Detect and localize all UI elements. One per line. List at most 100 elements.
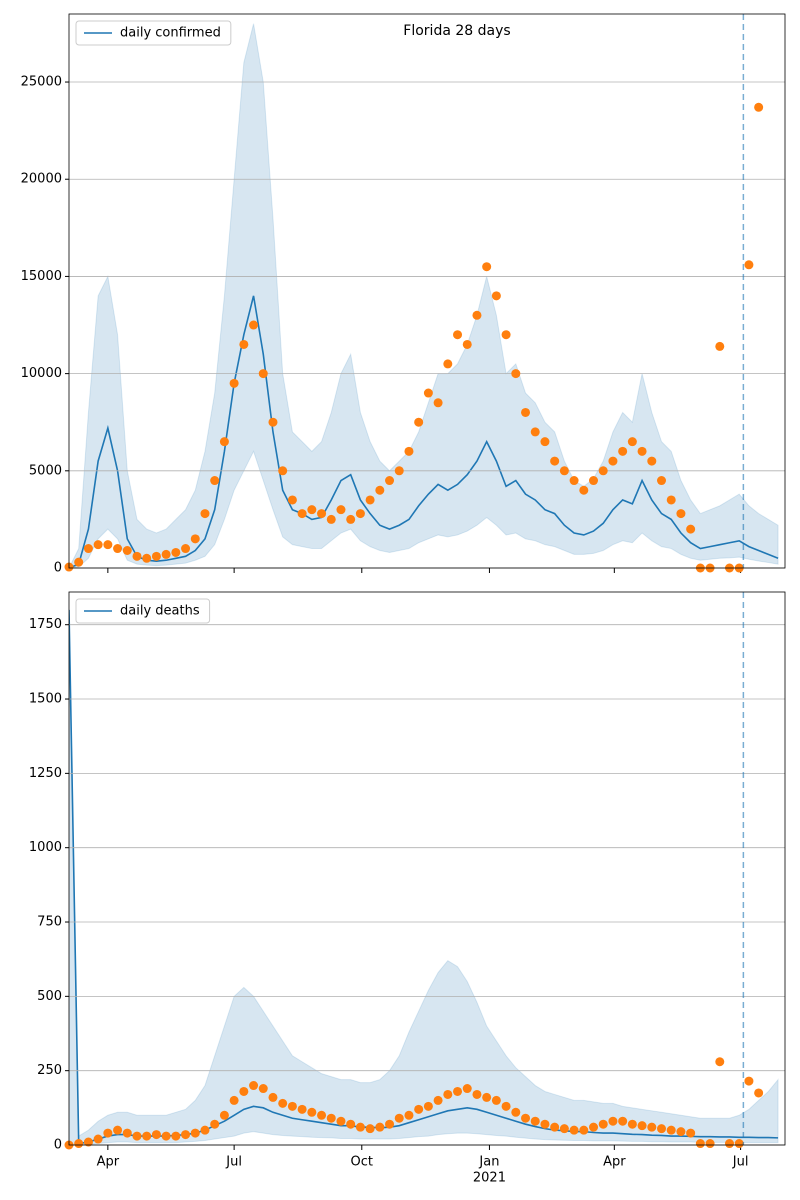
observed-dot <box>686 524 696 534</box>
observed-dot <box>171 1131 181 1141</box>
band <box>69 23 779 568</box>
observed-dot <box>229 1095 239 1105</box>
observed-dot <box>676 1127 686 1137</box>
observed-dot <box>443 359 453 369</box>
observed-dot <box>268 1092 278 1102</box>
observed-dot <box>122 546 132 556</box>
y-tick-label: 1000 <box>29 840 62 855</box>
legend-box <box>75 20 232 46</box>
observed-dot <box>83 544 93 554</box>
observed-dot <box>200 1125 210 1135</box>
observed-dot <box>511 369 521 379</box>
observed-dot <box>647 1122 657 1132</box>
observed-dot <box>74 1139 84 1149</box>
observed-dot <box>530 427 540 437</box>
observed-dot <box>307 1107 317 1117</box>
observed-dot <box>433 1095 443 1105</box>
y-tick-label: 250 <box>37 1063 62 1078</box>
observed-dot <box>647 456 657 466</box>
observed-dot <box>715 1057 725 1067</box>
observed-dot <box>385 1119 395 1129</box>
observed-dot <box>278 466 288 476</box>
observed-dot <box>724 1139 734 1149</box>
observed-dot <box>414 1104 424 1114</box>
observed-dot <box>132 551 142 561</box>
observed-dot <box>414 417 424 427</box>
observed-dot <box>239 1086 249 1096</box>
observed-dot <box>219 1110 229 1120</box>
observed-dot <box>219 437 229 447</box>
observed-dot <box>550 1122 560 1132</box>
observed-dot <box>511 1107 521 1117</box>
observed-dot <box>113 1125 123 1135</box>
x-tick-label: Oct <box>351 1155 373 1170</box>
observed-dot <box>151 551 161 561</box>
observed-dot <box>326 514 336 524</box>
y-tick-label: 15000 <box>21 269 62 284</box>
observed-dot <box>462 1084 472 1094</box>
observed-dot <box>423 1101 433 1111</box>
observed-dot <box>627 1119 637 1129</box>
observed-dot <box>666 495 676 505</box>
legend-label: daily deaths <box>120 604 200 619</box>
observed-dot <box>657 476 667 486</box>
observed-dot <box>142 1131 152 1141</box>
observed-dot <box>326 1113 336 1123</box>
observed-dot <box>521 407 531 417</box>
observed-dot <box>530 1116 540 1126</box>
observed-dot <box>608 456 618 466</box>
observed-dot <box>249 320 259 330</box>
observed-dot <box>744 260 754 270</box>
observed-dot <box>715 341 725 351</box>
observed-dot <box>336 1116 346 1126</box>
y-tick-label: 1500 <box>29 692 62 707</box>
observed-dot <box>637 1121 647 1131</box>
observed-dot <box>258 1084 268 1094</box>
observed-dot <box>686 1128 696 1138</box>
band <box>69 609 779 1145</box>
observed-dot <box>365 495 375 505</box>
observed-dot <box>462 339 472 349</box>
observed-dot <box>161 1131 171 1141</box>
observed-dot <box>559 1124 569 1134</box>
chart-title: Florida 28 days <box>403 23 510 39</box>
y-tick-label: 10000 <box>21 366 62 381</box>
observed-dot <box>181 1130 191 1140</box>
observed-dot <box>550 456 560 466</box>
observed-dot <box>258 369 268 379</box>
observed-dot <box>171 547 181 557</box>
observed-dot <box>190 534 200 544</box>
observed-dot <box>627 437 637 447</box>
observed-dot <box>482 1092 492 1102</box>
observed-dot <box>540 1119 550 1129</box>
axes-frame <box>68 591 786 1146</box>
observed-dot <box>346 1119 356 1129</box>
observed-dot <box>569 1125 579 1135</box>
observed-dot <box>501 330 511 340</box>
observed-dot <box>705 1139 715 1149</box>
x-tick-label: Apr <box>97 1155 120 1170</box>
observed-dot <box>569 476 579 486</box>
observed-dot <box>618 1116 628 1126</box>
observed-dot <box>559 466 569 476</box>
observed-dot <box>336 505 346 515</box>
observed-dot <box>598 466 608 476</box>
y-tick-label: 20000 <box>21 172 62 187</box>
observed-dot <box>307 505 317 515</box>
observed-dot <box>151 1130 161 1140</box>
y-tick-label: 0 <box>54 561 62 576</box>
observed-dot <box>695 1139 705 1149</box>
observed-dot <box>239 339 249 349</box>
observed-dot <box>491 1095 501 1105</box>
legend-label: daily confirmed <box>120 26 221 41</box>
observed-dot <box>375 1122 385 1132</box>
observed-dot <box>249 1081 259 1091</box>
y-tick-label: 0 <box>54 1138 62 1153</box>
observed-dot <box>404 446 414 456</box>
observed-dot <box>453 1086 463 1096</box>
observed-dot <box>93 540 103 550</box>
plot-area <box>69 23 779 568</box>
observed-dot <box>540 437 550 447</box>
observed-dot <box>453 330 463 340</box>
